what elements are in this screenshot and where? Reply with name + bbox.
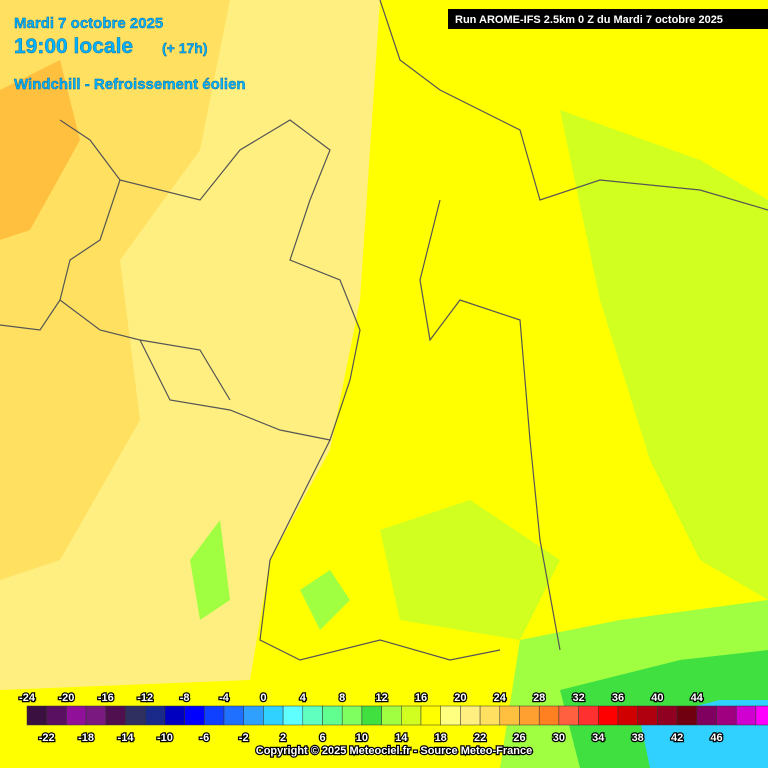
legend-swatch (144, 705, 166, 726)
legend-swatch (302, 705, 323, 726)
zone-warmer (0, 60, 80, 240)
legend-tick-label: 34 (592, 732, 605, 744)
map-title: Windchill - Refroissement éolien (14, 76, 246, 93)
legend-swatch (282, 705, 304, 726)
legend-tick-label: 14 (395, 732, 408, 744)
legend-tick-label: -2 (239, 732, 249, 744)
legend-tick-label: 26 (513, 732, 525, 744)
legend-swatch (204, 705, 225, 726)
legend-swatch (716, 705, 737, 726)
legend-swatch (361, 705, 382, 726)
legend-tick-label: -16 (98, 692, 114, 704)
legend-swatch (105, 705, 126, 726)
legend-tick-label: -20 (58, 692, 74, 704)
legend-swatch (755, 705, 768, 726)
border-line (0, 299, 231, 401)
legend-tick-label: 2 (280, 732, 286, 744)
legend-swatch (243, 705, 264, 726)
legend-tick-label: 20 (454, 692, 466, 704)
legend-swatch (164, 705, 185, 726)
legend-swatch (558, 705, 579, 726)
run-banner (448, 9, 768, 29)
legend-tick-label: -24 (19, 692, 36, 704)
border-line (59, 119, 331, 441)
legend-swatch (479, 705, 501, 726)
legend-tick-label: 44 (691, 692, 704, 704)
legend-swatch (735, 705, 757, 726)
legend-swatch (85, 705, 107, 726)
zone-cold (300, 570, 350, 630)
legend-tick-label: -6 (199, 732, 209, 744)
zone-cold (190, 520, 230, 620)
zone-cool (560, 110, 768, 600)
legend-tick-label: -4 (219, 692, 230, 704)
legend-swatch (46, 705, 67, 726)
legend-tick-label: 10 (356, 732, 368, 744)
legend-swatch (322, 705, 343, 726)
legend-tick-label: 38 (632, 732, 644, 744)
legend-tick-label: 28 (533, 692, 545, 704)
legend-tick-label: 30 (553, 732, 565, 744)
legend-tick-label: 16 (415, 692, 427, 704)
date: Mardi 7 octobre 2025 (14, 15, 163, 32)
legend-tick-label: 4 (300, 692, 307, 704)
legend-swatch (519, 705, 540, 726)
legend-swatch (598, 705, 619, 726)
legend-swatch (637, 705, 658, 726)
legend-swatch (341, 705, 363, 726)
legend-tick-label: -10 (157, 732, 173, 744)
border-line (119, 119, 501, 661)
legend-swatch (578, 705, 599, 726)
legend-swatch (696, 705, 717, 726)
legend-tick-label: -14 (118, 732, 135, 744)
legend-swatch (401, 705, 422, 726)
legend-swatch (66, 705, 87, 726)
legend-tick-label: 42 (671, 732, 683, 744)
legend-tick-label: 32 (572, 692, 584, 704)
legend-tick-label: 24 (494, 692, 507, 704)
legend-swatch (499, 705, 520, 726)
legend-swatch (223, 705, 244, 726)
legend-tick-label: 18 (435, 732, 447, 744)
legend-swatch (617, 705, 638, 726)
time: 19:00 locale (14, 35, 133, 58)
legend-swatch (125, 705, 146, 726)
border-line (419, 199, 561, 651)
legend-tick-label: 8 (339, 692, 345, 704)
legend-tick-label: 0 (260, 692, 266, 704)
legend-tick-label: -12 (137, 692, 153, 704)
legend-tick-label: 36 (612, 692, 624, 704)
forecast-offset: (+ 17h) (162, 40, 208, 56)
legend-swatch (676, 705, 698, 726)
run-info: Run AROME-IFS 2.5km 0 Z du Mardi 7 octob… (455, 14, 723, 26)
copyright: Copyright © 2025 Meteociel.fr - Source M… (256, 745, 532, 757)
legend-swatch (263, 705, 284, 726)
legend-swatch (184, 705, 205, 726)
legend-swatch (26, 705, 47, 726)
legend-tick-label: 22 (474, 732, 486, 744)
legend-tick-label: 40 (651, 692, 663, 704)
legend: -24-22-20-18-16-14-12-10-8-6-4-202468101… (18, 691, 768, 745)
zone-cool (380, 500, 560, 640)
legend-tick-label: 6 (319, 732, 325, 744)
legend-tick-label: -18 (78, 732, 94, 744)
legend-tick-label: -8 (180, 692, 190, 704)
legend-swatch (381, 705, 402, 726)
border-line (379, 0, 768, 211)
legend-tick-label: 46 (710, 732, 722, 744)
legend-tick-label: -22 (39, 732, 55, 744)
legend-tick-label: 12 (375, 692, 387, 704)
legend-swatch (440, 705, 461, 726)
legend-swatch (420, 705, 441, 726)
legend-swatch (460, 705, 481, 726)
legend-swatch (657, 705, 678, 726)
legend-swatch (538, 705, 560, 726)
